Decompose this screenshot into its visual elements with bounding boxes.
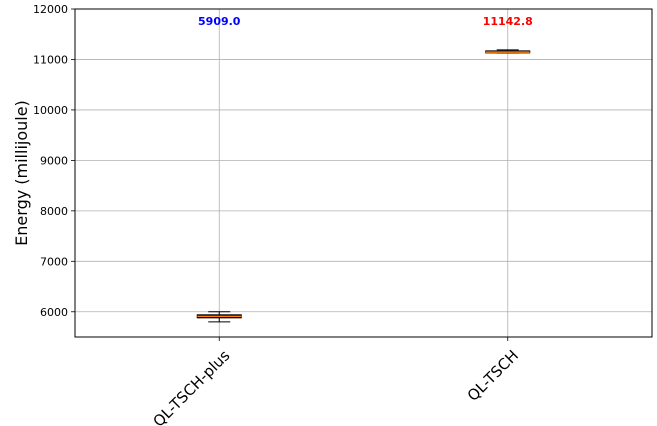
y-tick-label: 11000	[33, 53, 68, 66]
y-axis-ticks: 6000 7000 8000 9000 10000 11000 12000	[33, 3, 75, 319]
x-tick-label: QL-TSCH-plus	[150, 346, 234, 426]
y-tick-label: 7000	[40, 255, 68, 268]
median-annotation: 5909.0	[198, 15, 241, 28]
grid-lines	[75, 8, 652, 337]
y-tick-label: 6000	[40, 306, 68, 319]
box-ql-tsch-plus	[196, 311, 242, 323]
y-tick-label: 9000	[40, 154, 68, 167]
y-tick-label: 12000	[33, 3, 68, 16]
median-annotations: 5909.0 11142.8	[198, 15, 533, 28]
y-tick-label: 10000	[33, 104, 68, 117]
y-axis-label: Energy (millijoule)	[12, 100, 31, 246]
x-axis-ticks: QL-TSCH-plus QL-TSCH	[150, 337, 522, 426]
median-annotation: 11142.8	[483, 15, 533, 28]
box-ql-tsch	[485, 49, 531, 54]
y-tick-label: 8000	[40, 205, 68, 218]
box-plots	[196, 49, 531, 323]
plot-frame	[74, 8, 653, 338]
x-tick-label: QL-TSCH	[464, 347, 522, 405]
